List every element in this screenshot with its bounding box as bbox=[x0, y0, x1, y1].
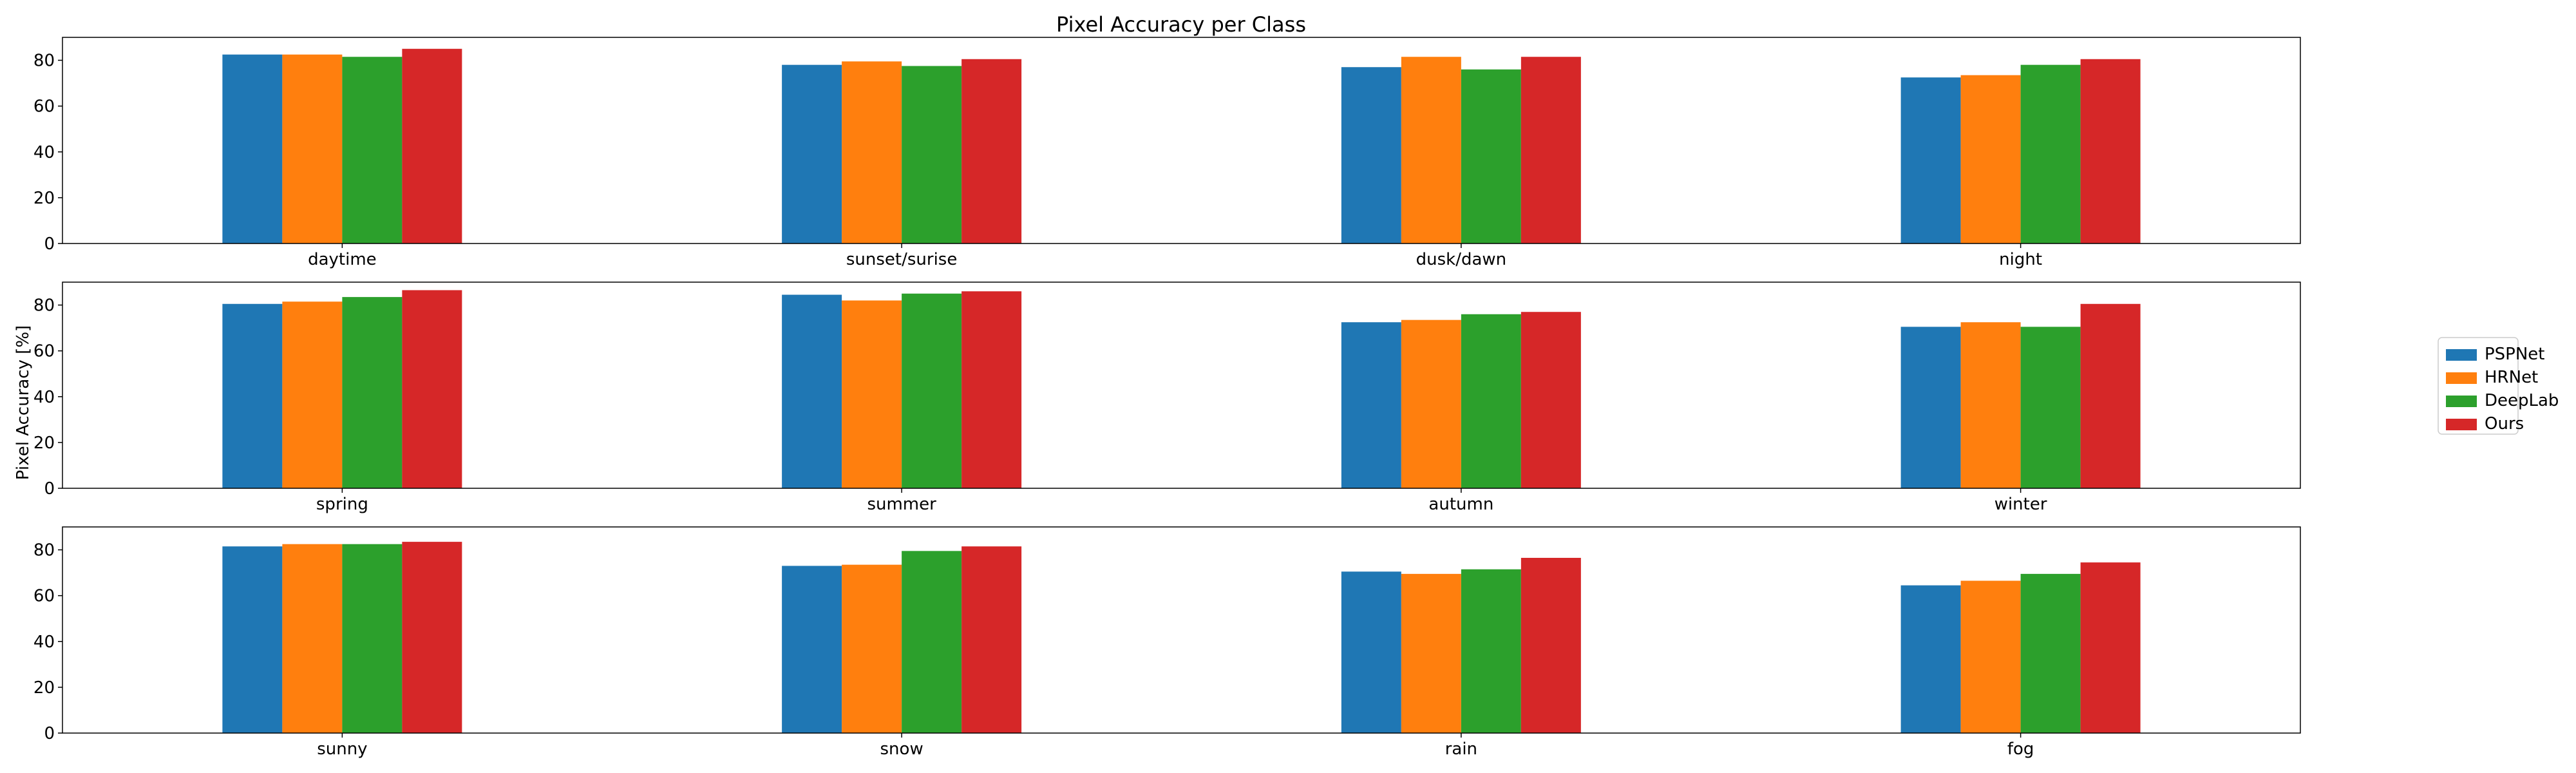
legend: PSPNet HRNet DeepLab Ours bbox=[2438, 337, 2559, 435]
bar-deeplab-dusk-dawn bbox=[1461, 69, 1521, 244]
bar-pspnet-dusk-dawn bbox=[1341, 67, 1401, 243]
bar-deeplab-night bbox=[2020, 64, 2081, 244]
bar-ours-winter bbox=[2080, 303, 2141, 488]
legend-swatch-pspnet bbox=[2446, 349, 2477, 361]
legend-label-deeplab: DeepLab bbox=[2485, 391, 2559, 410]
y-tick-label: 60 bbox=[33, 587, 55, 606]
y-tick-label: 40 bbox=[33, 633, 55, 652]
bar-ours-rain bbox=[1520, 558, 1581, 733]
x-tick-label: summer bbox=[867, 495, 936, 514]
bar-pspnet-sunny bbox=[222, 546, 283, 733]
legend-label-hrnet: HRNet bbox=[2485, 368, 2538, 387]
bar-hrnet-spring bbox=[282, 301, 343, 488]
bar-ours-daytime bbox=[402, 48, 462, 244]
bar-hrnet-winter bbox=[1960, 322, 2021, 488]
y-tick-label: 0 bbox=[44, 724, 55, 743]
y-tick-label: 60 bbox=[33, 97, 55, 117]
bar-ours-autumn bbox=[1520, 312, 1581, 488]
y-tick-label: 80 bbox=[33, 52, 55, 71]
bar-ours-night bbox=[2080, 59, 2141, 244]
y-tick-label: 40 bbox=[33, 143, 55, 162]
bar-pspnet-spring bbox=[222, 303, 283, 488]
bar-ours-snow bbox=[961, 546, 1022, 733]
x-tick-label: autumn bbox=[1428, 495, 1493, 514]
y-tick-label: 0 bbox=[44, 479, 55, 499]
bar-hrnet-rain bbox=[1401, 573, 1461, 733]
bar-deeplab-rain bbox=[1461, 569, 1521, 733]
chart-title: Pixel Accuracy per Class bbox=[1056, 12, 1306, 37]
bar-ours-dusk-dawn bbox=[1520, 57, 1581, 243]
y-tick-label: 40 bbox=[33, 388, 55, 407]
legend-swatch-hrnet bbox=[2446, 372, 2477, 384]
legend-swatch-ours bbox=[2446, 419, 2477, 430]
x-tick-label: night bbox=[1999, 250, 2042, 269]
x-tick-label: sunny bbox=[317, 740, 367, 759]
x-tick-label: fog bbox=[2007, 740, 2034, 759]
bar-ours-sunny bbox=[402, 542, 462, 733]
bar-pspnet-autumn bbox=[1341, 322, 1401, 488]
y-axis-label: Pixel Accuracy [%] bbox=[14, 325, 33, 480]
bar-hrnet-daytime bbox=[282, 54, 343, 244]
panel-1: daytime sunset/surise dusk/dawn night 0 20 40 6… bbox=[33, 37, 2301, 269]
axes-frame bbox=[62, 526, 2301, 734]
panel-2: spring summer autumn winter 0 20 40 60 80 bbox=[33, 282, 2301, 514]
bar-pspnet-night bbox=[1900, 77, 1961, 243]
legend-box bbox=[2438, 337, 2519, 435]
bar-pspnet-daytime bbox=[222, 54, 283, 244]
bar-pspnet-fog bbox=[1900, 585, 1961, 733]
bar-pspnet-rain bbox=[1341, 571, 1401, 733]
panel-3: sunny snow rain fog 0 20 40 60 80 bbox=[33, 526, 2301, 759]
bar-ours-sunset-surise bbox=[961, 59, 1022, 244]
bar-pspnet-summer bbox=[782, 294, 842, 488]
bar-hrnet-night bbox=[1960, 75, 2021, 244]
bar-hrnet-dusk-dawn bbox=[1401, 57, 1461, 243]
y-tick-label: 80 bbox=[33, 296, 55, 316]
x-tick-label: rain bbox=[1445, 740, 1477, 759]
x-tick-label: sunset/surise bbox=[846, 250, 957, 269]
bar-ours-summer bbox=[961, 291, 1022, 488]
bar-ours-fog bbox=[2080, 562, 2141, 733]
bar-pspnet-snow bbox=[782, 566, 842, 733]
x-tick-label: daytime bbox=[308, 250, 377, 269]
bar-hrnet-sunset-surise bbox=[842, 61, 902, 243]
axes-frame bbox=[62, 37, 2301, 244]
chart-panels: daytime sunset/surise dusk/dawn night 0 20 40 6… bbox=[33, 37, 2301, 759]
y-tick-label: 20 bbox=[33, 678, 55, 698]
bar-deeplab-summer bbox=[902, 293, 962, 488]
legend-swatch-deeplab bbox=[2446, 396, 2477, 407]
bar-ours-spring bbox=[402, 290, 462, 488]
bar-hrnet-fog bbox=[1960, 580, 2021, 733]
bar-deeplab-fog bbox=[2020, 573, 2081, 733]
x-tick-label: winter bbox=[1994, 495, 2047, 514]
x-tick-label: snow bbox=[880, 740, 923, 759]
bar-pspnet-sunset-surise bbox=[782, 64, 842, 244]
y-tick-label: 60 bbox=[33, 342, 55, 361]
bar-pspnet-winter bbox=[1900, 327, 1961, 488]
legend-label-ours: Ours bbox=[2485, 414, 2524, 434]
bar-deeplab-snow bbox=[902, 551, 962, 733]
bar-hrnet-autumn bbox=[1401, 320, 1461, 488]
bar-deeplab-sunset-surise bbox=[902, 66, 962, 243]
bar-deeplab-winter bbox=[2020, 327, 2081, 488]
y-tick-label: 0 bbox=[44, 234, 55, 254]
y-tick-label: 20 bbox=[33, 434, 55, 453]
bar-hrnet-sunny bbox=[282, 544, 343, 733]
bar-deeplab-sunny bbox=[342, 544, 402, 733]
bar-deeplab-daytime bbox=[342, 57, 402, 243]
y-tick-label: 80 bbox=[33, 541, 55, 560]
bar-deeplab-spring bbox=[342, 297, 402, 488]
y-tick-label: 20 bbox=[33, 189, 55, 208]
bar-hrnet-snow bbox=[842, 564, 902, 733]
legend-label-pspnet: PSPNet bbox=[2485, 345, 2545, 364]
axes-frame bbox=[62, 282, 2301, 489]
bar-deeplab-autumn bbox=[1461, 314, 1521, 488]
bar-hrnet-summer bbox=[842, 300, 902, 488]
x-tick-label: dusk/dawn bbox=[1416, 250, 1507, 269]
x-tick-label: spring bbox=[316, 495, 368, 514]
